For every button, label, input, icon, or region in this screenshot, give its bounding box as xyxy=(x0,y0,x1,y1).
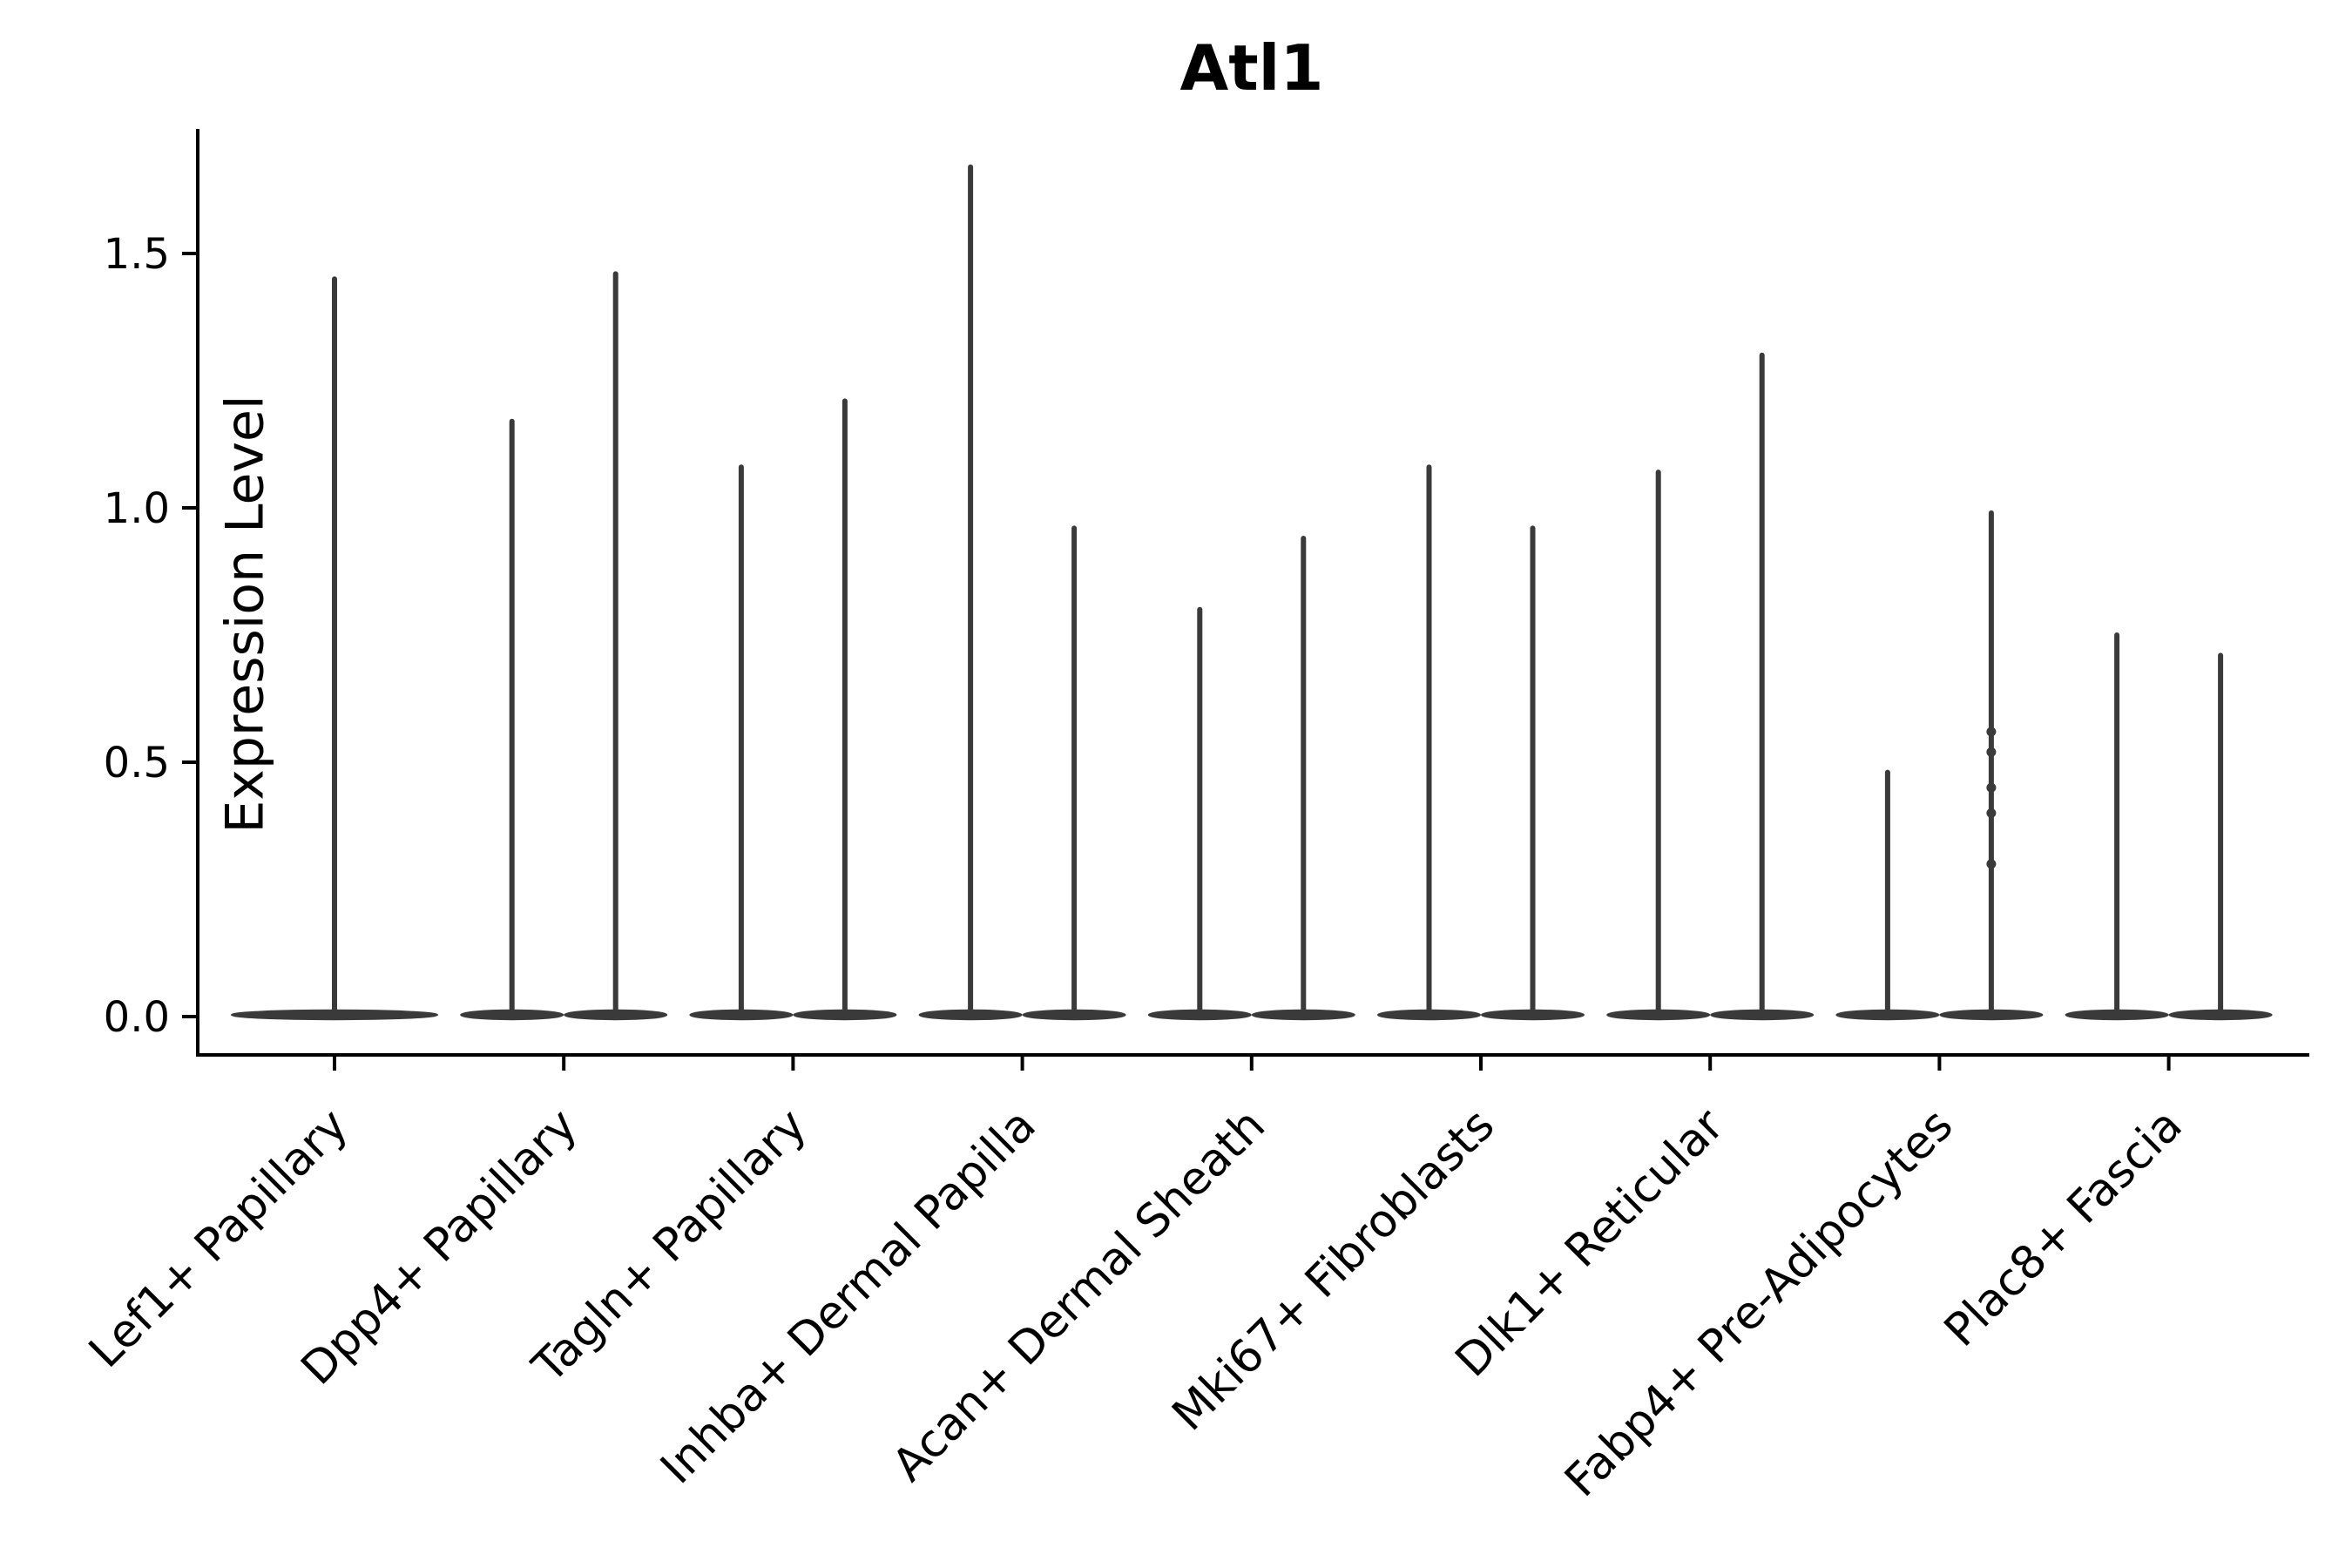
y-axis-title: Expression Level xyxy=(214,395,276,834)
cell-point xyxy=(1986,859,1997,869)
cell-point xyxy=(1986,782,1997,793)
cell-point xyxy=(1986,808,1997,818)
x-tick-label: Inhba+ Dermal Papilla xyxy=(651,1099,1045,1494)
x-tick-label: Acan+ Dermal Sheath xyxy=(882,1099,1275,1492)
x-tick-label: Plac8+ Fascia xyxy=(1935,1099,2193,1357)
y-tick-label: 0.5 xyxy=(104,739,170,787)
y-tick-label: 0.0 xyxy=(104,993,170,1042)
y-tick-label: 1.0 xyxy=(104,484,170,533)
cell-point xyxy=(1986,747,1997,757)
cell-point xyxy=(1986,727,1997,737)
y-tick-label: 1.5 xyxy=(104,230,170,279)
x-tick-label: Fabp4+ Pre-Adipocytes xyxy=(1555,1099,1963,1507)
chart-title: Atl1 xyxy=(1179,31,1324,105)
